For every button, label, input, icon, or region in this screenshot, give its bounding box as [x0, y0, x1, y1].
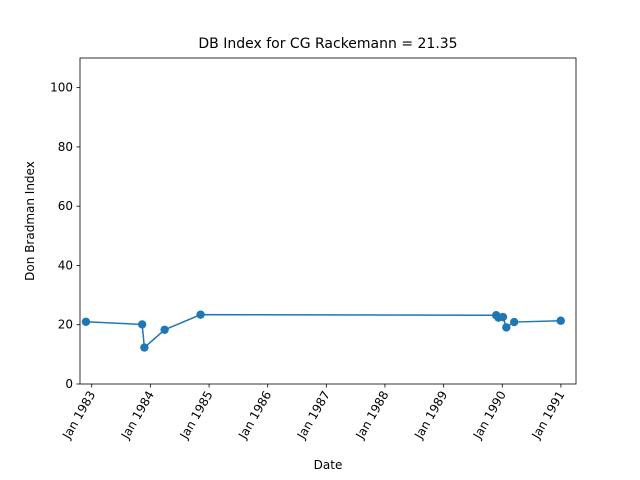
series-line [85, 313, 561, 350]
data-point [137, 320, 147, 329]
y-tick-label: 60 [58, 199, 73, 213]
y-axis-label: Don Bradman Index [23, 161, 37, 281]
data-point [498, 312, 508, 322]
data-point [81, 317, 91, 326]
data-point [160, 325, 169, 334]
x-tick-label: Jan 1990 [470, 388, 509, 442]
plot-area: 0 20 40 60 80 100 Jan 1983 Jan 1984 Jan 1985 Jan … [50, 57, 577, 443]
axes-frame [79, 57, 577, 385]
x-tick-label: Jan 1985 [177, 389, 216, 443]
y-tick-label: 80 [58, 140, 73, 154]
x-tick-label: Jan 1988 [352, 389, 391, 443]
data-point [196, 310, 205, 319]
x-tick-label: Jan 1986 [235, 389, 274, 443]
x-tick-label: Jan 1983 [59, 389, 98, 443]
y-tick-label: 100 [50, 81, 73, 95]
x-axis-label: Date [314, 458, 343, 472]
y-tick-label: 40 [58, 258, 73, 272]
data-point [509, 317, 519, 327]
chart-title: DB Index for CG Rackemann = 21.35 [198, 36, 457, 52]
x-tick-label: Jan 1987 [294, 389, 333, 443]
data-point [140, 343, 149, 352]
y-tick-label: 0 [65, 377, 73, 391]
x-tick-label: Jan 1984 [118, 389, 157, 443]
data-point [502, 323, 511, 332]
data-point [556, 316, 565, 325]
x-tick-label: Jan 1989 [411, 389, 450, 443]
x-tick-label: Jan 1991 [528, 389, 567, 443]
y-tick-label: 20 [58, 318, 73, 332]
